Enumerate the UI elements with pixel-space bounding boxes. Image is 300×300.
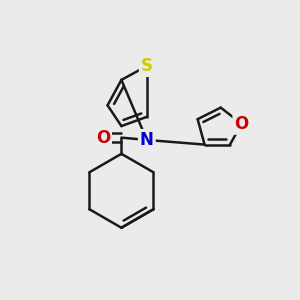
Text: O: O [96,129,110,147]
Text: N: N [140,131,154,149]
Text: S: S [141,57,153,75]
Text: O: O [234,115,249,133]
